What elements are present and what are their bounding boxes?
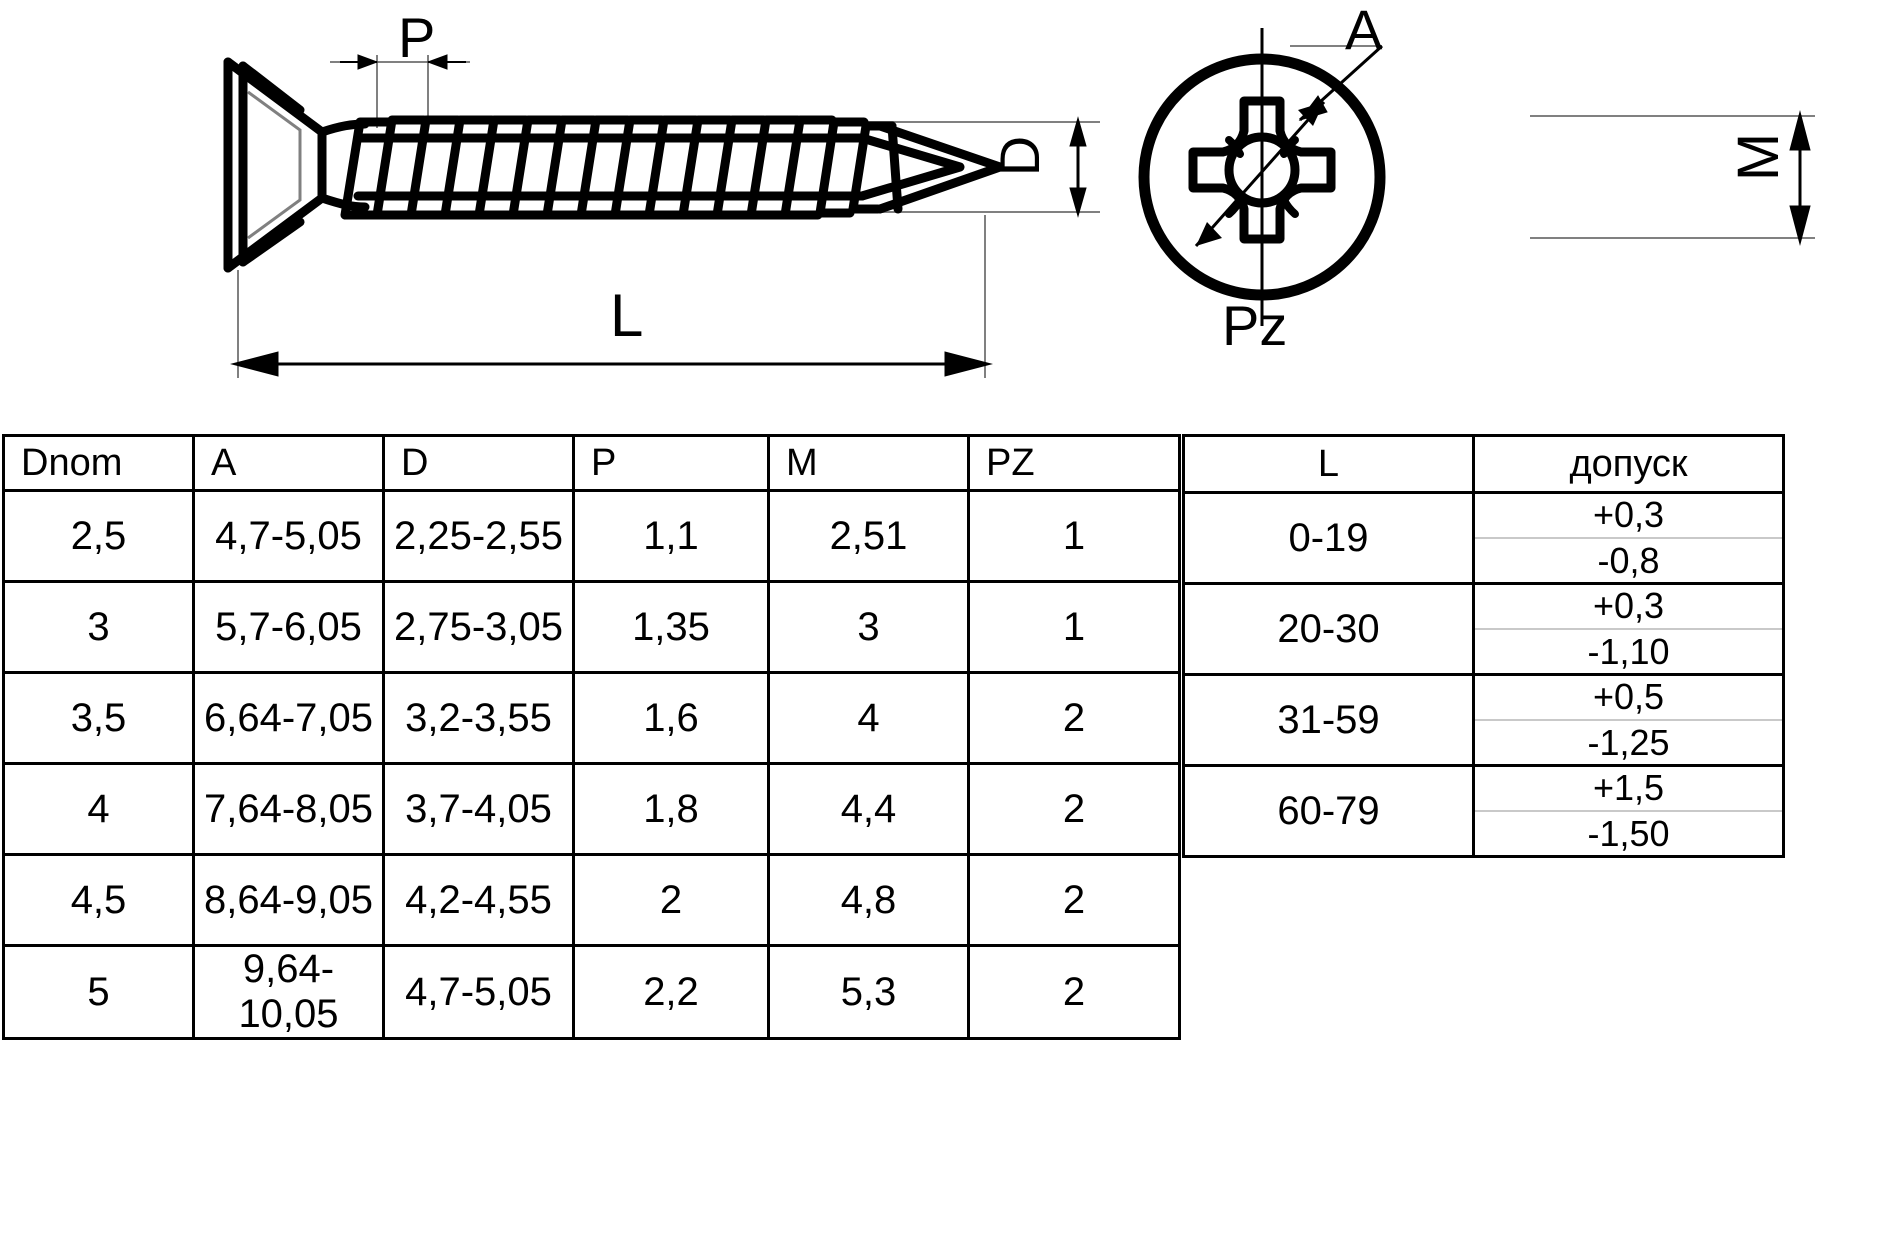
recess-depth-label: M bbox=[1726, 132, 1792, 182]
cell-d: 3,7-4,05 bbox=[382, 762, 575, 856]
table-row: 3,5 6,64-7,05 3,2-3,55 1,6 4 2 bbox=[2, 671, 1181, 765]
column-header-p: P bbox=[572, 434, 770, 492]
thread-diameter-dimension bbox=[1069, 116, 1087, 218]
cell-a: 6,64-7,05 bbox=[192, 671, 385, 765]
tolerance-upper: +1,5 bbox=[1475, 766, 1782, 812]
cell-a: 8,64-9,05 bbox=[192, 853, 385, 947]
table-row: 4 7,64-8,05 3,7-4,05 1,8 4,4 2 bbox=[2, 762, 1181, 856]
cell-tolerance-pair: +0,5 -1,25 bbox=[1472, 673, 1785, 767]
column-header-tolerance: допуск bbox=[1472, 434, 1785, 494]
tolerance-upper: +0,5 bbox=[1475, 675, 1782, 721]
specification-tables: Dnom A D P M PZ 2,5 4,7-5,05 2,25-2,55 1… bbox=[0, 432, 1894, 1252]
tolerance-lower: -0,8 bbox=[1597, 540, 1660, 581]
cell-length-range: 31-59 bbox=[1182, 673, 1475, 767]
tolerance-upper: +0,3 bbox=[1475, 493, 1782, 539]
drive-type-label: Pz bbox=[1222, 294, 1288, 357]
cell-tolerance-pair: +0,3 -1,10 bbox=[1472, 582, 1785, 676]
cell-p: 1,1 bbox=[572, 489, 770, 583]
cell-pz: 2 bbox=[967, 671, 1181, 765]
tolerance-header-row: L допуск bbox=[1182, 434, 1785, 494]
cell-pz: 1 bbox=[967, 489, 1181, 583]
cell-length-range: 20-30 bbox=[1182, 582, 1475, 676]
cell-pz: 1 bbox=[967, 580, 1181, 674]
table-row: 2,5 4,7-5,05 2,25-2,55 1,1 2,51 1 bbox=[2, 489, 1181, 583]
column-header-m: M bbox=[767, 434, 970, 492]
screw-thread bbox=[353, 133, 867, 201]
screw-tip bbox=[857, 121, 1005, 214]
cell-p: 1,6 bbox=[572, 671, 770, 765]
cell-a: 7,64-8,05 bbox=[192, 762, 385, 856]
cell-tolerance-pair: +1,5 -1,50 bbox=[1472, 764, 1785, 858]
head-diameter-leader bbox=[1298, 44, 1384, 122]
cell-p: 1,8 bbox=[572, 762, 770, 856]
cell-d: 2,75-3,05 bbox=[382, 580, 575, 674]
cell-dnom: 4,5 bbox=[2, 853, 195, 947]
cell-pz: 2 bbox=[967, 944, 1181, 1040]
pitch-dimension bbox=[340, 54, 466, 70]
cell-a: 4,7-5,05 bbox=[192, 489, 385, 583]
cell-m: 3 bbox=[767, 580, 970, 674]
tolerance-lower: -1,10 bbox=[1587, 631, 1670, 672]
length-tolerance-table: L допуск 0-19 +0,3 -0,8 20-30 +0,3 bbox=[1182, 434, 1785, 858]
column-header-dnom: Dnom bbox=[2, 434, 195, 492]
cell-p: 2 bbox=[572, 853, 770, 947]
cell-d: 3,2-3,55 bbox=[382, 671, 575, 765]
head-diameter-label: A bbox=[1345, 0, 1383, 61]
tolerance-row: 0-19 +0,3 -0,8 bbox=[1182, 491, 1785, 585]
tolerance-row: 60-79 +1,5 -1,50 bbox=[1182, 764, 1785, 858]
cell-d: 4,2-4,55 bbox=[382, 853, 575, 947]
screw-drawing-svg bbox=[223, 28, 1815, 378]
column-header-length: L bbox=[1182, 434, 1475, 494]
table-header-row: Dnom A D P M PZ bbox=[2, 434, 1181, 492]
column-header-d: D bbox=[382, 434, 575, 492]
cell-p: 1,35 bbox=[572, 580, 770, 674]
cell-m: 4 bbox=[767, 671, 970, 765]
cell-dnom: 5 bbox=[2, 944, 195, 1040]
column-header-pz: PZ bbox=[967, 434, 1181, 492]
cell-pz: 2 bbox=[967, 853, 1181, 947]
cell-length-range: 60-79 bbox=[1182, 764, 1475, 858]
screw-dimensions-table: Dnom A D P M PZ 2,5 4,7-5,05 2,25-2,55 1… bbox=[2, 434, 1181, 1040]
cell-d: 2,25-2,55 bbox=[382, 489, 575, 583]
table-row: 4,5 8,64-9,05 4,2-4,55 2 4,8 2 bbox=[2, 853, 1181, 947]
length-label: L bbox=[610, 282, 644, 349]
recess-depth-dimension bbox=[1789, 110, 1811, 246]
cell-length-range: 0-19 bbox=[1182, 491, 1475, 585]
table-row: 5 9,64-10,05 4,7-5,05 2,2 5,3 2 bbox=[2, 944, 1181, 1040]
cell-p: 2,2 bbox=[572, 944, 770, 1040]
cell-a: 5,7-6,05 bbox=[192, 580, 385, 674]
cell-d: 4,7-5,05 bbox=[382, 944, 575, 1040]
tolerance-lower: -1,25 bbox=[1587, 722, 1670, 763]
length-dimension bbox=[230, 351, 993, 377]
cell-m: 2,51 bbox=[767, 489, 970, 583]
table-row: 3 5,7-6,05 2,75-3,05 1,35 3 1 bbox=[2, 580, 1181, 674]
diameter-leader-line bbox=[1194, 101, 1326, 247]
cell-dnom: 3,5 bbox=[2, 671, 195, 765]
cell-m: 5,3 bbox=[767, 944, 970, 1040]
cell-m: 4,8 bbox=[767, 853, 970, 947]
head-recess-outline bbox=[247, 90, 302, 240]
cell-a: 9,64-10,05 bbox=[192, 944, 385, 1040]
cell-dnom: 3 bbox=[2, 580, 195, 674]
pozidriv-head-top-view bbox=[1138, 28, 1386, 326]
tolerance-row: 31-59 +0,5 -1,25 bbox=[1182, 673, 1785, 767]
cell-tolerance-pair: +0,3 -0,8 bbox=[1472, 491, 1785, 585]
technical-drawing: P L D A M Pz bbox=[0, 0, 1894, 430]
tolerance-lower: -1,50 bbox=[1587, 813, 1670, 854]
column-header-a: A bbox=[192, 434, 385, 492]
pitch-label: P bbox=[398, 6, 436, 69]
cell-m: 4,4 bbox=[767, 762, 970, 856]
tolerance-upper: +0,3 bbox=[1475, 584, 1782, 630]
thread-diameter-label: D bbox=[988, 135, 1052, 177]
cell-dnom: 4 bbox=[2, 762, 195, 856]
recess-hub-circle bbox=[1224, 132, 1300, 208]
tolerance-row: 20-30 +0,3 -1,10 bbox=[1182, 582, 1785, 676]
cell-dnom: 2,5 bbox=[2, 489, 195, 583]
cell-pz: 2 bbox=[967, 762, 1181, 856]
